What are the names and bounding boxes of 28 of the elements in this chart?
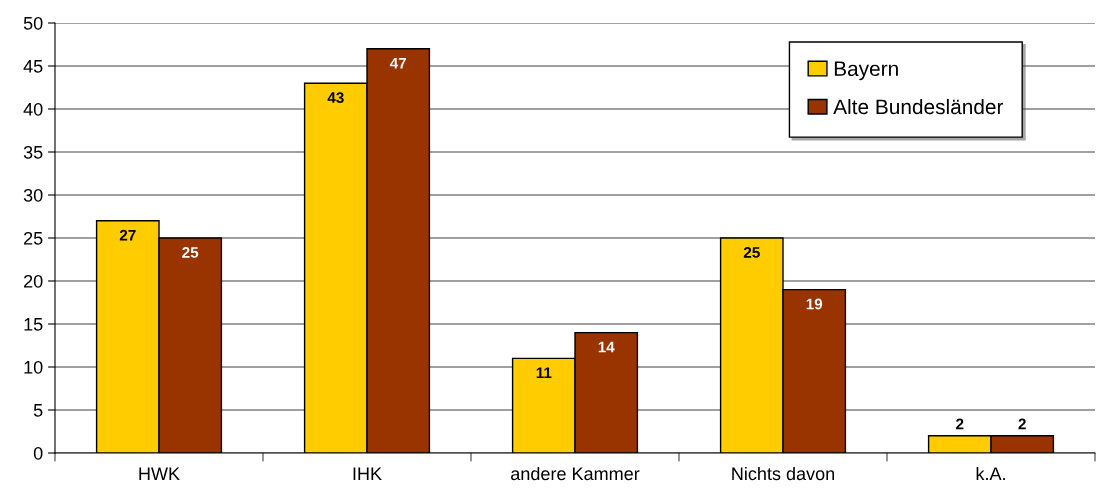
y-tick-label: 5: [33, 404, 43, 417]
legend-label: Alte Bundesländer: [833, 98, 1004, 115]
data-label: 43: [327, 92, 344, 104]
x-tick-label: k.A.: [976, 466, 1005, 480]
data-label: 2: [1018, 418, 1026, 430]
legend-label: Bayern: [834, 61, 898, 81]
data-label: 19: [806, 298, 823, 310]
data-label: 14: [598, 341, 615, 353]
x-tick-label: andere Kammer: [511, 466, 640, 481]
y-tick-label: 15: [24, 318, 43, 331]
y-tick-label: 30: [23, 188, 43, 202]
y-tick-label: 45: [23, 60, 43, 73]
y-tick-label: 40: [23, 102, 43, 116]
y-tick-label: 50: [23, 16, 43, 30]
data-label: 2: [956, 418, 964, 430]
data-label: 25: [182, 247, 199, 258]
y-tick-label: 20: [24, 274, 43, 288]
y-tick-label: 0: [33, 446, 43, 460]
y-tick-label: 35: [23, 145, 43, 159]
x-tick-label: HWK: [139, 467, 180, 480]
x-tick-label: IHK: [353, 467, 382, 480]
data-label: 11: [536, 367, 552, 379]
data-label: 27: [119, 229, 136, 241]
x-tick-label: Nichts davon: [732, 466, 835, 481]
y-tick-label: 10: [24, 360, 43, 374]
y-tick-label: 25: [24, 231, 43, 245]
data-label: 25: [743, 247, 760, 258]
data-label: 47: [389, 57, 407, 69]
